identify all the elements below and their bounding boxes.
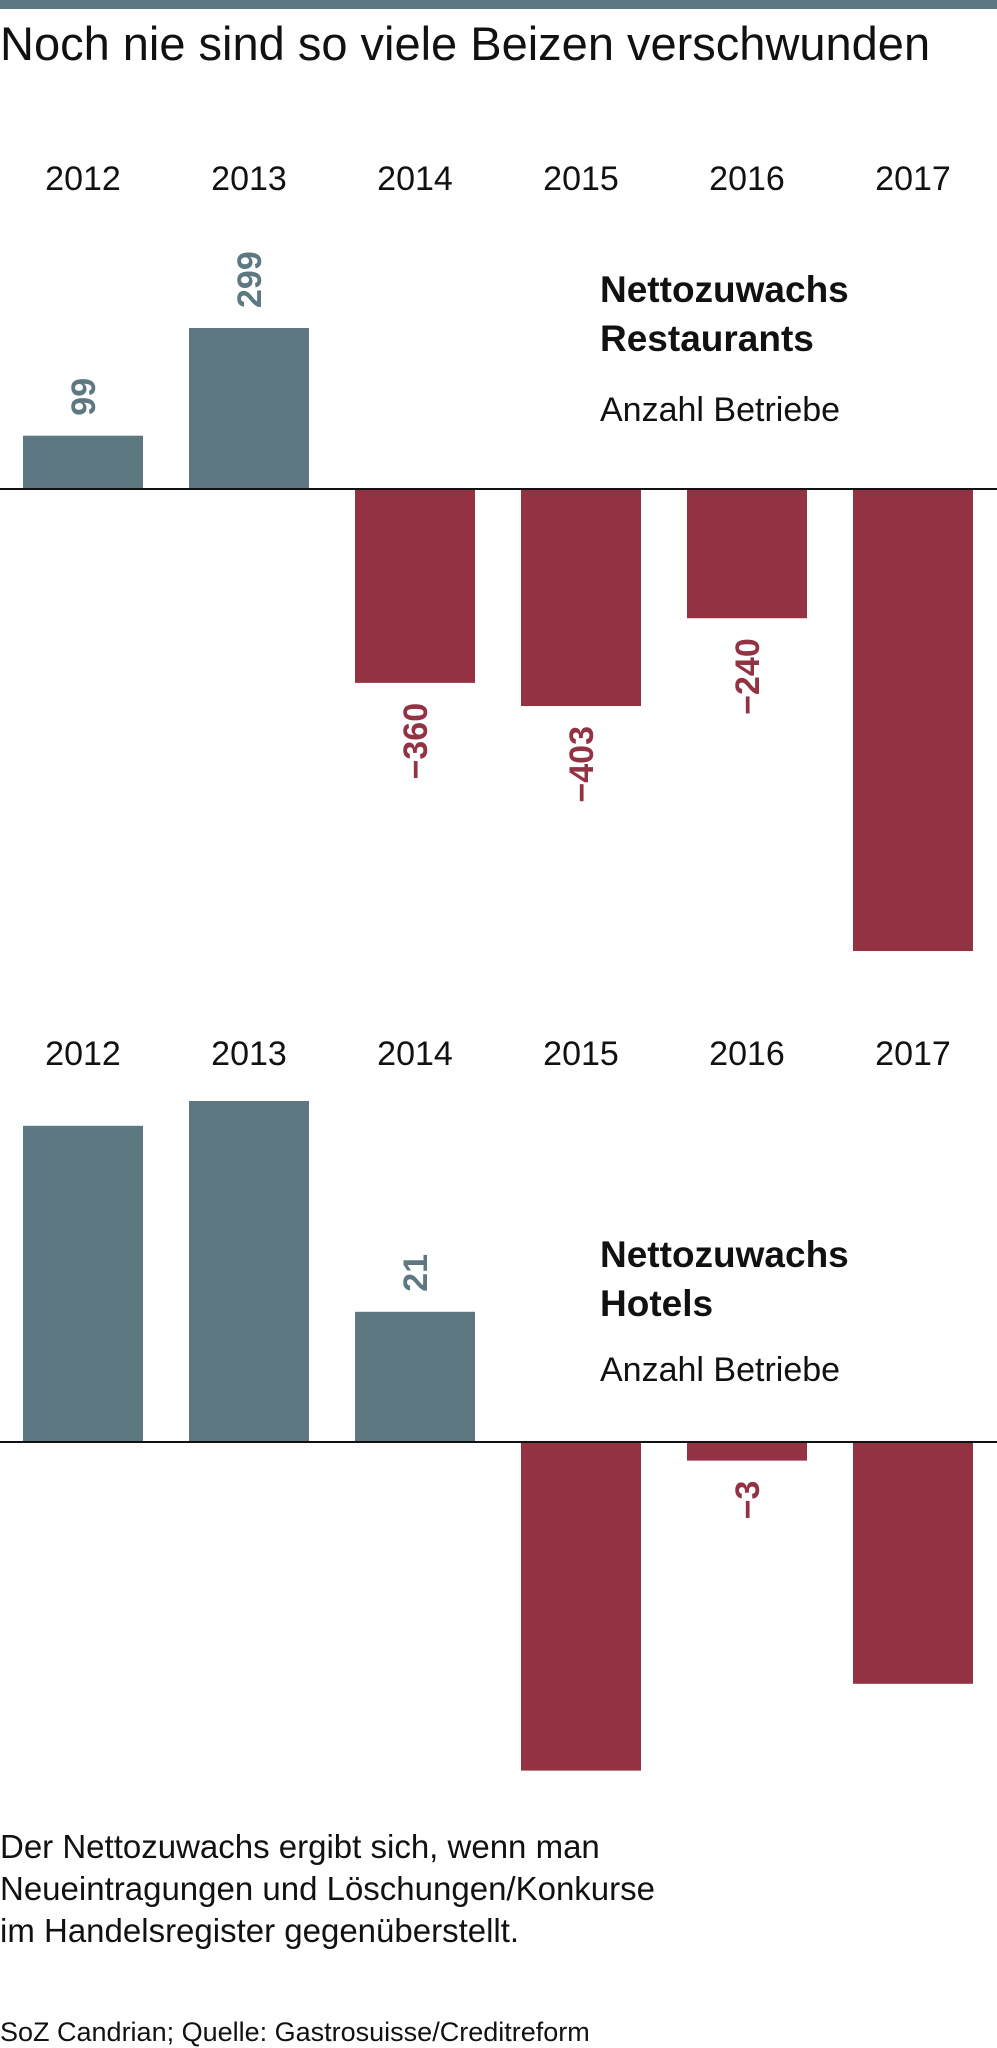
restaurants-year-label-2012: 2012	[45, 160, 121, 198]
hotels-year-label-2013: 2013	[211, 1035, 287, 1073]
hotels-bar-2012	[23, 1125, 143, 1442]
top-accent-bar	[0, 0, 997, 9]
footnote-line: Der Nettozuwachs ergibt sich, wenn man	[0, 1828, 600, 1865]
hotels-year-label-2014: 2014	[377, 1035, 453, 1073]
restaurants-year-label-2017: 2017	[875, 160, 951, 198]
restaurants-bar-2014	[355, 489, 475, 683]
hotels-chart: 2012 2013 2014 2015 2016 2017 21 −3 Nettozuwach…	[0, 1015, 997, 1795]
restaurants-value-label-2016: −240	[729, 638, 767, 715]
hotels-bar-2013	[189, 1101, 309, 1442]
hotels-bar-2015	[521, 1442, 641, 1771]
footnote-line: im Handelsregister gegenüberstellt.	[0, 1912, 520, 1949]
hotels-year-label-2015: 2015	[543, 1035, 619, 1073]
hotels-title-line-2: Hotels	[600, 1283, 714, 1324]
restaurants-value-label-2012: 99	[65, 378, 103, 416]
restaurants-value-label-2014: −360	[397, 703, 435, 780]
restaurants-year-label-2014: 2014	[377, 160, 453, 198]
restaurants-chart-svg: 2012 2013 2014 2015 2016 2017 99 299 −360 −403 −24…	[0, 160, 997, 952]
hotels-bar-2017	[853, 1442, 973, 1684]
hotels-title-line-1: Nettozuwachs	[600, 1234, 849, 1275]
hotels-value-label-2016: −3	[729, 1481, 767, 1520]
hotels-bar-2016	[687, 1442, 807, 1461]
page-title: Noch nie sind so viele Beizen verschwund…	[0, 17, 931, 70]
restaurants-title-line-2: Restaurants	[600, 318, 814, 359]
hotels-year-label-2017: 2017	[875, 1035, 951, 1073]
hotels-year-label-2016: 2016	[709, 1035, 785, 1073]
restaurants-year-label-2016: 2016	[709, 160, 785, 198]
restaurants-value-label-2013: 299	[231, 251, 269, 308]
restaurants-bar-2012	[23, 435, 143, 489]
hotels-year-label-2012: 2012	[45, 1035, 121, 1073]
source-credit: SoZ Candrian; Quelle: Gastrosuisse/Credi…	[0, 2017, 590, 2047]
restaurants-bar-2017	[853, 489, 973, 952]
restaurants-bar-2013	[189, 327, 309, 489]
hotels-unit-label: Anzahl Betriebe	[600, 1351, 841, 1389]
restaurants-chart: 2012 2013 2014 2015 2016 2017 99 299 −360 −403 −24…	[0, 140, 997, 970]
footnote-line: Neueintragungen und Löschungen/Konkurse	[0, 1870, 656, 1907]
hotels-panel-title: Nettozuwachs Hotels	[600, 1230, 849, 1328]
restaurants-value-label-2015: −403	[563, 726, 601, 803]
restaurants-year-label-2013: 2013	[211, 160, 287, 198]
footnote: Der Nettozuwachs ergibt sich, wenn man N…	[0, 1826, 997, 1952]
hotels-value-label-2014: 21	[397, 1254, 435, 1292]
restaurants-panel-title: Nettozuwachs Restaurants	[600, 265, 849, 363]
restaurants-unit-label: Anzahl Betriebe	[600, 391, 841, 429]
hotels-chart-svg: 2012 2013 2014 2015 2016 2017 21 −3	[0, 1035, 997, 1771]
hotels-bar-2014	[355, 1311, 475, 1442]
restaurants-year-label-2015: 2015	[543, 160, 619, 198]
restaurants-bar-2015	[521, 489, 641, 707]
restaurants-bar-2016	[687, 489, 807, 619]
restaurants-title-line-1: Nettozuwachs	[600, 269, 849, 310]
